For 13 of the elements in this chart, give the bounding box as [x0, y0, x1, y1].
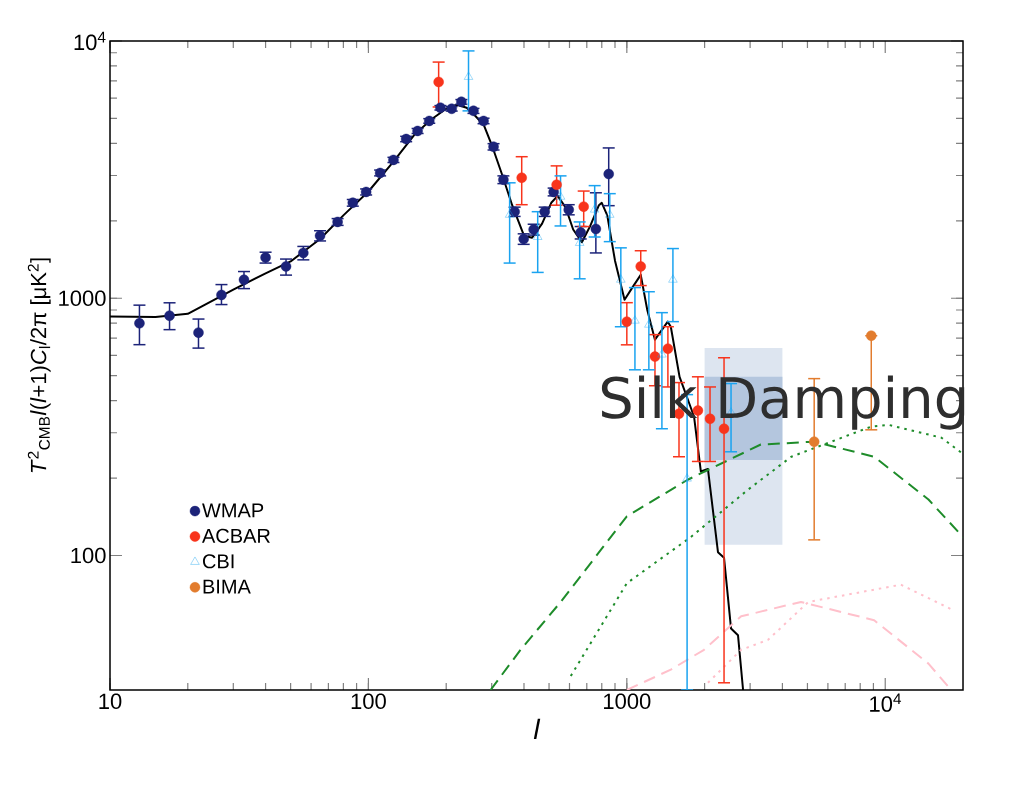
- y-tick-label: 100: [71, 547, 106, 564]
- legend-label: ACBAR: [202, 528, 270, 543]
- x-tick-label: 100: [351, 693, 386, 710]
- x-tick-label: 10$^{4}$: [870, 693, 902, 712]
- y-tick-label: 1000: [59, 290, 106, 307]
- legend-label: BIMA: [203, 579, 251, 594]
- x-axis-title: l: [533, 718, 541, 740]
- x-tick-label: 10: [99, 693, 122, 710]
- x-tick-label: 1000: [604, 693, 651, 710]
- text: T$^{2}$$_{CMB}$l(l+1)C$_{l}$/2π [μK$^{2}$]: [27, 258, 51, 473]
- legend-label: CBI: [202, 554, 234, 569]
- y-tick-label: 10$^{4}$: [74, 31, 106, 51]
- legend-label: WMAP: [202, 503, 264, 518]
